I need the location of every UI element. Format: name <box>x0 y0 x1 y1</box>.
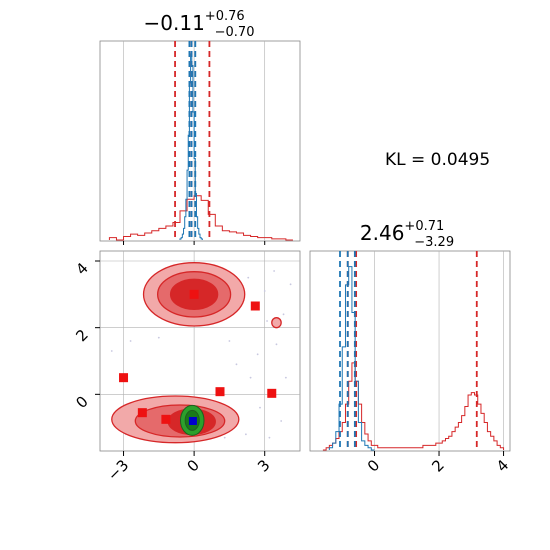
marginal-2-axes: 0 2 4 <box>364 451 512 476</box>
joint-red-contour-outer <box>271 317 282 329</box>
joint-sample-point <box>110 350 113 352</box>
marginal-2-plot-area <box>322 251 505 451</box>
joint-sample-point <box>157 336 160 339</box>
joint-ytick-label: 4 <box>72 259 91 278</box>
joint-xtick-label: 3 <box>254 456 273 475</box>
joint-sample-point <box>259 406 261 409</box>
marginal-2-xtick-label: 4 <box>493 456 512 475</box>
joint-red-square-marker <box>215 387 225 397</box>
joint-sample-point <box>256 353 259 356</box>
joint-red-square-marker <box>267 388 277 398</box>
joint-xtick-label: −3 <box>104 456 132 484</box>
joint-red-square-marker <box>161 414 171 424</box>
marginal-1-red-histogram <box>108 195 293 241</box>
joint-sample-point <box>129 340 132 342</box>
marginal-1-frame <box>99 40 301 242</box>
marginal-2-blue-histogram <box>328 266 375 451</box>
marginal-1-title: −0.11+0.76 −0.70 <box>144 9 255 40</box>
joint-sample-point <box>273 270 276 272</box>
marginal-2-xtick-label: 2 <box>428 456 447 475</box>
joint-sample-point <box>263 290 266 292</box>
joint-red-square-marker <box>189 289 199 299</box>
joint-sample-point <box>228 340 231 342</box>
marginal-panel-param-1: −0.11+0.76 −0.70 <box>99 9 301 245</box>
joint-sample-point <box>244 433 247 436</box>
joint-plot-area <box>100 251 300 451</box>
joint-ytick-label: 2 <box>72 326 91 345</box>
marginal-1-plot-area <box>108 41 293 241</box>
marginal-2-xtick-label: 0 <box>364 456 383 475</box>
joint-sample-point <box>275 343 278 346</box>
joint-red-square-marker <box>137 408 147 418</box>
kl-divergence-label: KL = 0.0495 <box>385 150 490 170</box>
joint-blue-square-marker <box>188 417 197 425</box>
joint-sample-point <box>223 436 226 439</box>
marginal-2-title: 2.46+0.71 −3.29 <box>360 219 454 250</box>
joint-sample-point <box>289 283 292 286</box>
marginal-panel-param-2: 0 2 4 2.46+0.71 −3.29 <box>309 219 512 476</box>
joint-ytick-label: 0 <box>72 392 91 411</box>
joint-xtick-label: 0 <box>183 456 202 475</box>
joint-panel: −3 0 3 0 2 4 <box>72 250 301 484</box>
joint-sample-point <box>268 436 271 439</box>
joint-sample-point <box>266 320 268 322</box>
joint-sample-point <box>282 313 285 316</box>
joint-sample-point <box>280 420 283 422</box>
joint-sample-point <box>235 363 238 366</box>
marginal-2-red-histogram <box>322 362 505 451</box>
joint-sample-point <box>247 276 250 279</box>
joint-red-square-marker <box>250 301 260 311</box>
joint-sample-point <box>249 376 252 379</box>
joint-sample-point <box>284 376 287 379</box>
joint-red-square-marker <box>119 373 129 383</box>
marginal-1-xticks <box>123 241 266 245</box>
